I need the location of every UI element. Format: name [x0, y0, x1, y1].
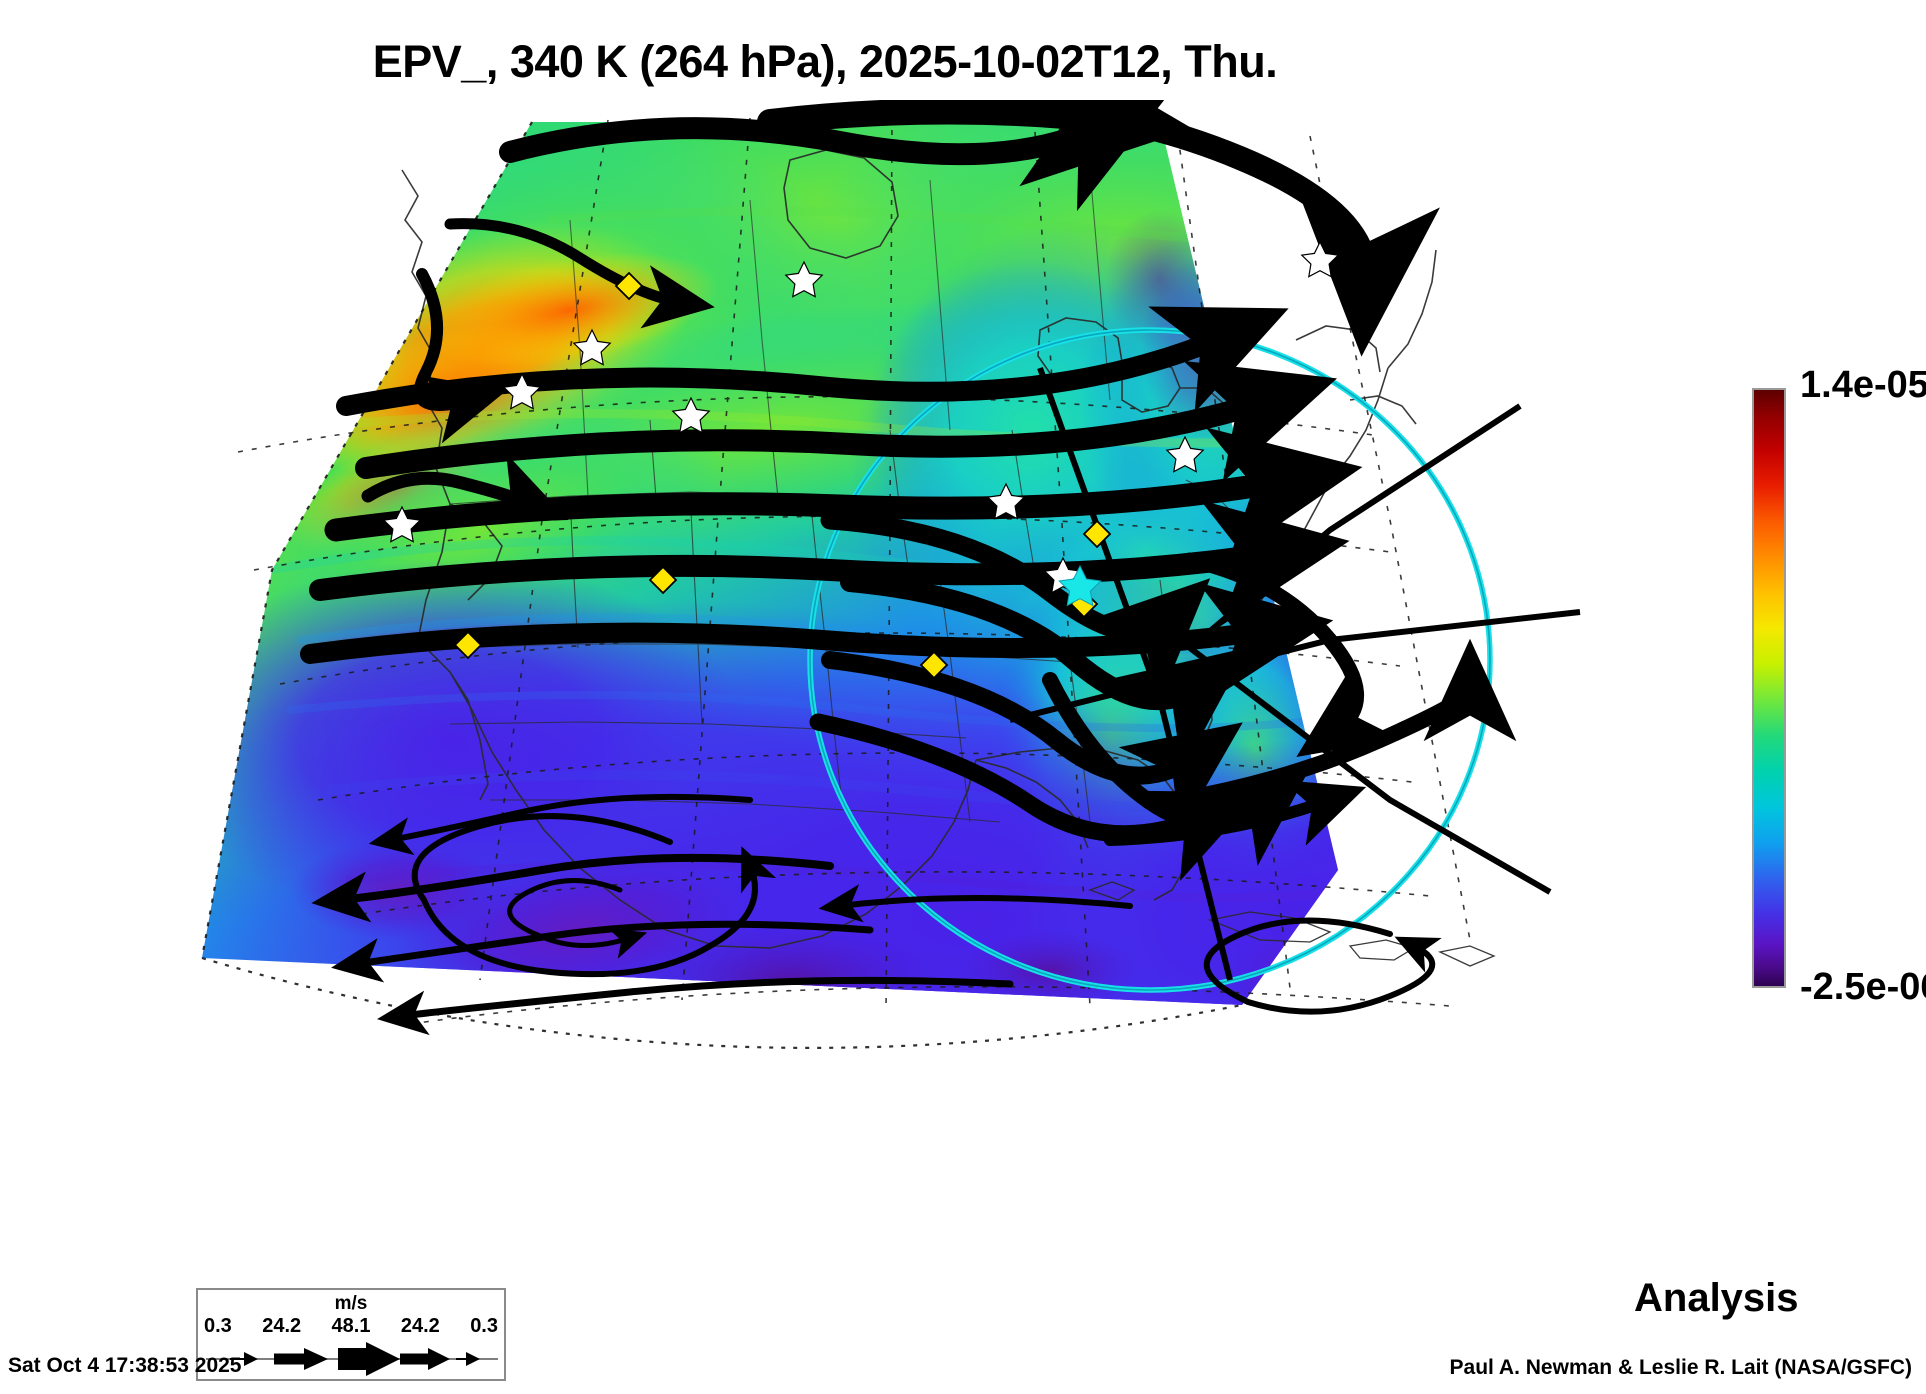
- wind-legend-tick: 24.2: [400, 1315, 440, 1337]
- analysis-label: Analysis: [1634, 1276, 1799, 1320]
- wind-legend-units: m/s: [334, 1293, 368, 1314]
- page-title: EPV_, 340 K (264 hPa), 2025-10-02T12, Th…: [372, 36, 1278, 87]
- map-plot[interactable]: [150, 100, 1650, 1300]
- colorbar-max-label: 1.4e-05: [1800, 364, 1926, 406]
- map-panel[interactable]: [150, 100, 1650, 1300]
- wind-legend-tick: 48.1: [331, 1315, 371, 1337]
- wind-legend-arrow-scale: [206, 1342, 498, 1376]
- generation-timestamp: Sat Oct 4 17:38:53 2025: [8, 1354, 242, 1377]
- colorbar: 1.4e-05 -2.5e-06: [1752, 364, 1926, 1008]
- wind-streamlines: [300, 100, 1517, 1036]
- wind-legend-tick: 0.3: [470, 1315, 498, 1337]
- wind-legend-tick: 0.3: [204, 1315, 232, 1337]
- wind-legend-ticks: 0.3 24.2 48.1 24.2 0.3: [204, 1315, 498, 1338]
- map-domain-boundary: [200, 121, 1243, 1049]
- station-markers-layer[interactable]: [382, 240, 1340, 680]
- author-credit: Paul A. Newman & Leslie R. Lait (NASA/GS…: [1449, 1356, 1912, 1379]
- wind-legend-tick: 24.2: [262, 1315, 302, 1337]
- colorbar-gradient: [1752, 388, 1786, 988]
- aircraft-marker-star[interactable]: [1058, 564, 1102, 607]
- station-marker-star[interactable]: [382, 240, 1340, 594]
- wind-speed-legend: m/s 0.3 24.2 48.1 24.2 0.3: [196, 1288, 506, 1381]
- colorbar-min-label: -2.5e-06: [1800, 966, 1926, 1008]
